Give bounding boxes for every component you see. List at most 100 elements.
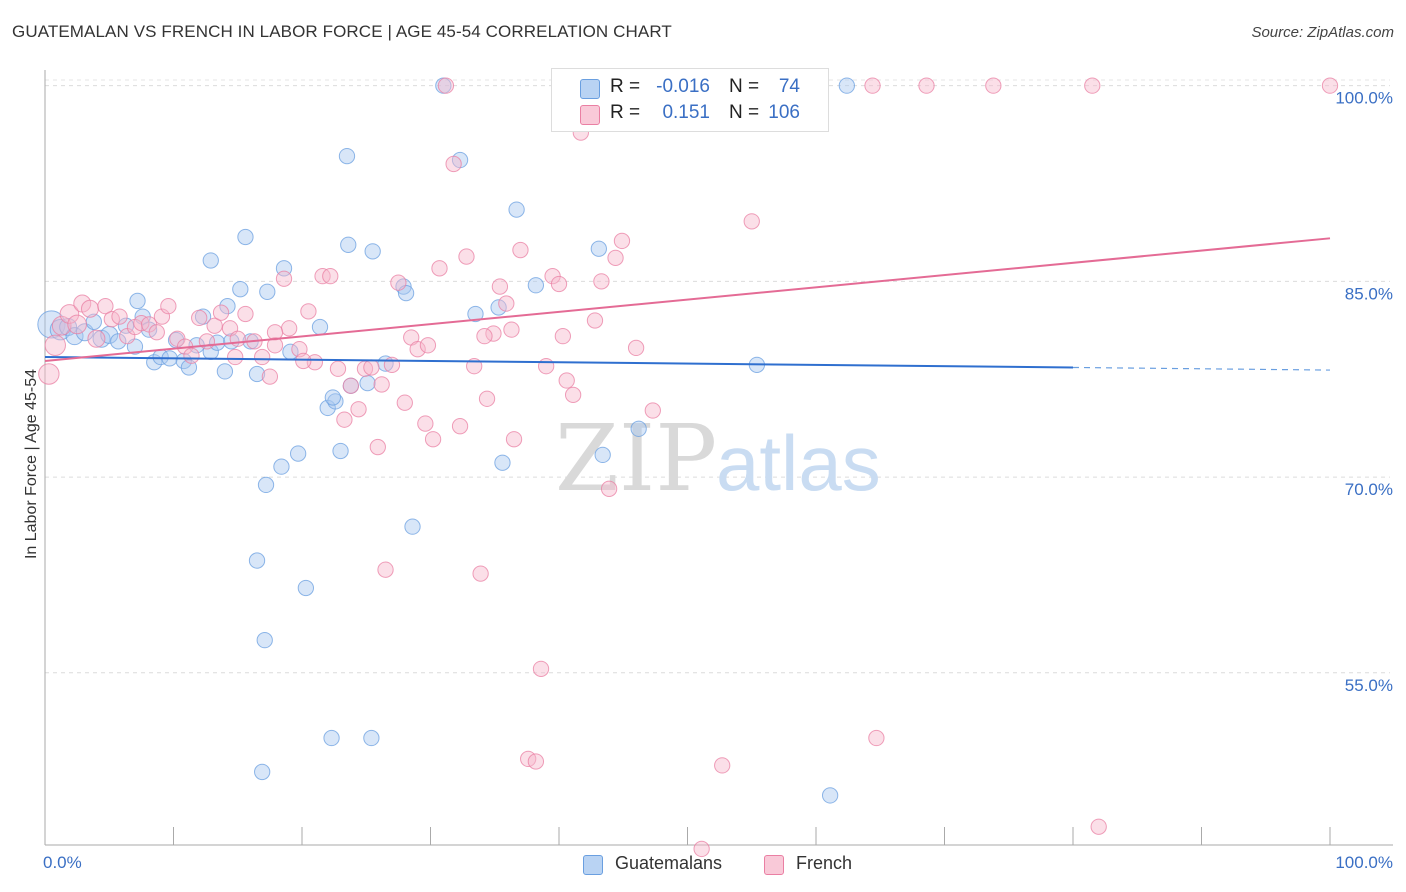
french-point (918, 77, 935, 94)
french-point (87, 329, 106, 348)
french-point (503, 321, 520, 338)
french-point (295, 352, 312, 370)
french-point (1090, 818, 1107, 835)
french-swatch (580, 105, 600, 125)
legend-n-label: N = (729, 76, 760, 97)
french-point (97, 298, 114, 315)
french-point (498, 295, 515, 312)
guatemalans-point (297, 579, 315, 597)
chart-title: GUATEMALAN VS FRENCH IN LABOR FORCE | AG… (12, 22, 672, 41)
legend-row-french: R = 0.151 N = 106 (552, 101, 828, 129)
french-point (80, 299, 99, 318)
guatemalans-point (838, 77, 855, 94)
y-tick-label: 100.0% (1335, 89, 1393, 108)
french-point (437, 77, 455, 94)
french-point (396, 394, 413, 411)
french-point (607, 249, 624, 267)
french-point (254, 348, 271, 366)
french-point (478, 390, 496, 407)
guatemalans-point (340, 236, 357, 253)
guatemalans-point (494, 454, 511, 471)
guatemalans-point (257, 476, 275, 494)
french-point (212, 304, 230, 321)
french-point (714, 757, 731, 774)
french-point (868, 729, 885, 747)
french-point (538, 358, 555, 375)
french-point (550, 275, 568, 293)
tick-labels: 55.0% 70.0% 85.0% 100.0% 0.0% 100.0% (43, 89, 1393, 872)
guatemalans-point (232, 281, 249, 298)
x-tick-label-max: 100.0% (1335, 853, 1393, 872)
french-point (281, 320, 298, 337)
french-trend-line (44, 237, 1331, 362)
guatemalans-point (363, 729, 380, 747)
guatemalans-swatch (580, 79, 600, 99)
guatemalans-point (364, 243, 381, 260)
french-point (237, 305, 254, 323)
french-point (409, 341, 426, 358)
x-tick-label-min: 0.0% (43, 853, 82, 872)
guatemalans-trend-extension (1072, 366, 1331, 371)
guatemalans-point (359, 374, 376, 392)
legend-n-label: N = (729, 102, 760, 123)
french-point (613, 232, 631, 250)
guatemalans-point (338, 147, 356, 165)
french-point (148, 324, 165, 341)
y-tick-label: 85.0% (1345, 284, 1393, 303)
french-point (458, 248, 475, 265)
legend-n-value: 74 (778, 76, 800, 97)
y-tick-label: 70.0% (1345, 480, 1393, 499)
french-point (350, 401, 367, 418)
french-point (586, 312, 604, 329)
legend-n-value: 106 (768, 102, 800, 123)
french-point (593, 273, 610, 290)
french-point (67, 314, 87, 335)
french-point (532, 660, 550, 678)
guatemalans-point (129, 292, 146, 310)
guatemalans-point (223, 333, 240, 350)
guatemalans-point (332, 442, 349, 460)
guatemalans-point (248, 365, 266, 383)
guatemalans-point (821, 787, 839, 804)
french-legend-swatch (764, 855, 784, 875)
french-point (153, 308, 171, 325)
french-point (51, 315, 72, 336)
french-point (564, 386, 582, 404)
guatemalans-point (323, 729, 340, 747)
french-point (111, 308, 128, 325)
guatemalans-legend-swatch (583, 855, 603, 875)
guatemalans-point (110, 333, 127, 350)
french-point (59, 304, 80, 324)
french-point (390, 274, 407, 291)
watermark-zip: ZIP (555, 405, 717, 512)
guatemalans-point (256, 632, 273, 649)
guatemalans-point (248, 552, 266, 569)
french-point (600, 480, 618, 497)
guatemalans-point (254, 763, 271, 781)
guatemalans-point (209, 334, 226, 351)
guatemalans-point (527, 277, 545, 294)
french-point (275, 270, 293, 287)
french-point (373, 376, 390, 393)
french-point (1084, 77, 1101, 94)
french-point (363, 359, 380, 376)
french-point (431, 260, 448, 277)
guatemalans-point (467, 305, 484, 323)
legend-r-value: 0.151 (662, 102, 710, 123)
french-point (336, 411, 353, 428)
correlation-legend: R = -0.016 N = 74 R = 0.151 N = 106 (551, 68, 829, 132)
french-point (472, 565, 489, 582)
french-point (554, 328, 572, 345)
watermark-atlas: atlas (716, 419, 881, 507)
french-point (342, 377, 359, 394)
french-point (377, 561, 394, 578)
french-point (183, 347, 200, 364)
guatemalans-point (590, 240, 607, 257)
legend-r-label: R = (610, 102, 641, 123)
guatemalans-legend-label: Guatemalans (615, 853, 723, 873)
french-point (512, 241, 529, 259)
source-label: Source: ZipAtlas.com (1251, 24, 1394, 41)
french-point (261, 368, 279, 385)
french-point (451, 418, 469, 435)
